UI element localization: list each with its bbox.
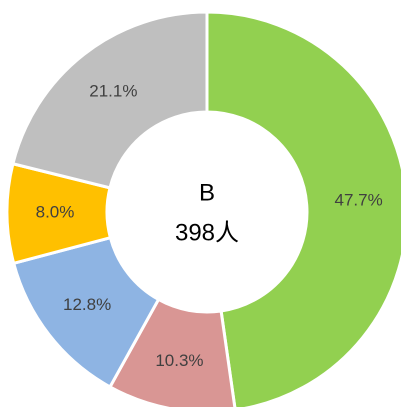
center-subtitle: 398人 [175,219,239,246]
slice [11,10,209,190]
slice [205,10,401,407]
value-label: 12.8% [63,295,111,314]
value-label: 21.1% [89,82,137,101]
center-title: B [199,179,215,206]
value-label: 47.7% [335,191,383,210]
value-label: 8.0% [36,203,75,222]
value-label: 10.3% [155,351,203,370]
